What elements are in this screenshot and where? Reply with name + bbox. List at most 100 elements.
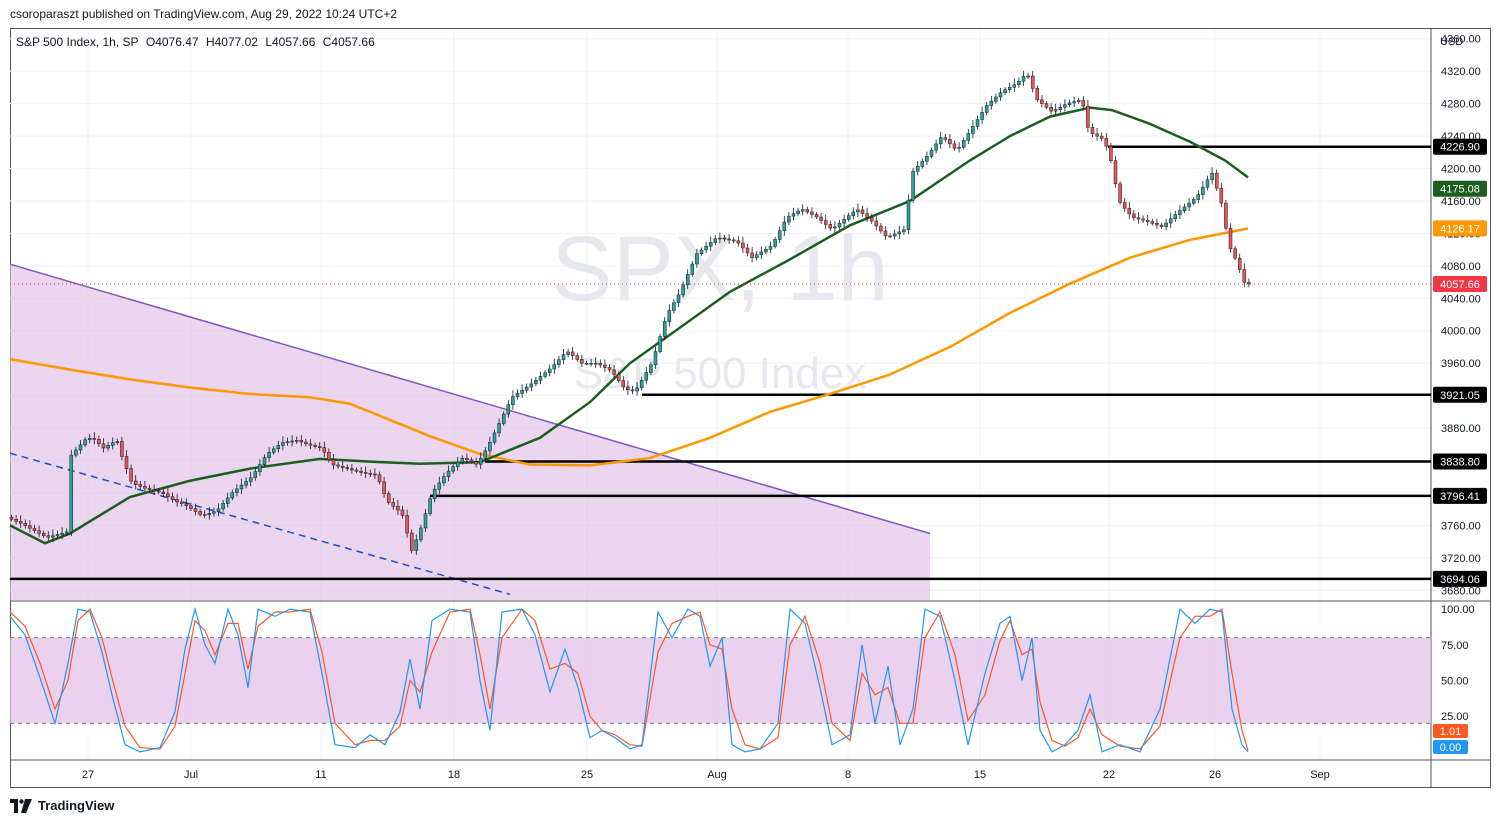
legend-open: O4076.47: [145, 35, 199, 49]
tradingview-logo[interactable]: TradingView: [10, 798, 114, 813]
candle-body: [892, 233, 897, 237]
level-price-tag: [1433, 487, 1487, 504]
legend-close: C4057.66: [322, 35, 375, 49]
candle-body: [626, 386, 630, 391]
level-price-tag-label: 3838.80: [1440, 456, 1480, 468]
candle-body: [685, 274, 690, 286]
candle-body: [492, 432, 497, 443]
candle-body: [451, 466, 455, 472]
candle-body: [1067, 102, 1072, 105]
price-tag-label: 4126.17: [1440, 223, 1480, 235]
osc-value-tag-label: 0.00: [1440, 742, 1461, 754]
level-price-tag-label: 3796.41: [1440, 491, 1480, 503]
candle-body: [313, 444, 317, 447]
legend-symbol[interactable]: S&P 500 Index, 1h, SP: [16, 35, 139, 49]
candle-body: [598, 362, 603, 366]
candle-body: [115, 441, 120, 443]
candle-body: [570, 351, 575, 356]
candle-body: [179, 501, 184, 505]
time-tick-label: Sep: [1310, 769, 1330, 781]
candle-body: [363, 472, 368, 474]
candle-body: [612, 369, 616, 375]
candle-body: [695, 253, 699, 265]
candle-body: [524, 386, 529, 391]
candle-body: [501, 413, 506, 424]
candle-body: [405, 515, 409, 534]
osc-tick-label: 100.00: [1441, 604, 1475, 616]
candle-body: [589, 362, 593, 365]
time-tick-label: 27: [82, 769, 94, 781]
stoch-d-line: [9, 608, 1249, 751]
candle-body: [897, 231, 902, 235]
candle-body: [216, 508, 221, 513]
candle-body: [18, 520, 23, 524]
candle-body: [1012, 84, 1017, 88]
candle-body: [170, 496, 175, 500]
candle-body: [1219, 187, 1224, 204]
candle-body: [28, 525, 32, 529]
candle-body: [465, 457, 469, 461]
candle-body: [580, 359, 584, 364]
candle-body: [1187, 202, 1191, 208]
candle-body: [557, 359, 561, 365]
candle-body: [938, 137, 943, 145]
candle-body: [239, 484, 244, 490]
candle-body: [1150, 221, 1155, 224]
candle-body: [437, 482, 442, 490]
candle-body: [1026, 75, 1030, 78]
candle-body: [1099, 135, 1104, 139]
level-price-tag-label: 4226.90: [1440, 142, 1480, 154]
candle-body: [64, 531, 69, 534]
osc-value-tag-label: 1.01: [1440, 726, 1461, 738]
candle-body: [258, 464, 262, 472]
candle-body: [350, 468, 354, 471]
candle-body: [989, 100, 994, 106]
price-tick-label: 3680.00: [1441, 585, 1481, 597]
candle-body: [1081, 100, 1086, 107]
candle-body: [773, 239, 777, 247]
candle-body: [699, 249, 704, 254]
candle-body: [1237, 257, 1242, 270]
candle-body: [1214, 172, 1219, 189]
candle-body: [621, 380, 626, 388]
candle-body: [1017, 80, 1021, 85]
candle-body: [681, 284, 685, 296]
candle-body: [129, 468, 133, 482]
candle-body: [934, 143, 938, 151]
candle-body: [225, 497, 230, 504]
watermark-name: S&P 500 Index: [574, 349, 867, 398]
candle-body: [1132, 213, 1136, 218]
candle-body: [1191, 199, 1196, 204]
candle-body: [488, 441, 492, 452]
candle-body: [888, 235, 892, 238]
candle-body: [543, 372, 547, 377]
price-tag: [1433, 220, 1487, 237]
time-tick-label: 11: [315, 769, 326, 781]
candle-body: [193, 508, 198, 512]
candle-body: [975, 119, 980, 127]
candle-body: [78, 444, 83, 451]
price-tick-label: 3720.00: [1441, 553, 1481, 565]
candle-body: [244, 481, 248, 486]
time-tick-label: 8: [845, 769, 851, 781]
candle-body: [929, 149, 934, 157]
candle-body: [87, 438, 92, 441]
candle-body: [658, 336, 662, 352]
candle-body: [377, 474, 382, 483]
stoch-band: [10, 637, 1431, 724]
candle-body: [874, 220, 879, 227]
candle-body: [230, 492, 235, 499]
candle-body: [138, 484, 143, 487]
candle-body: [828, 224, 833, 229]
candle-body: [184, 503, 189, 506]
candle-body: [869, 217, 874, 222]
candle-body: [1205, 179, 1210, 188]
candle-body: [497, 423, 501, 434]
candle-body: [810, 211, 814, 215]
candle-body: [37, 530, 41, 534]
price-tag: [1433, 180, 1487, 197]
candle-body: [1224, 202, 1228, 229]
level-price-tag: [1433, 570, 1487, 587]
candle-body: [120, 441, 124, 457]
